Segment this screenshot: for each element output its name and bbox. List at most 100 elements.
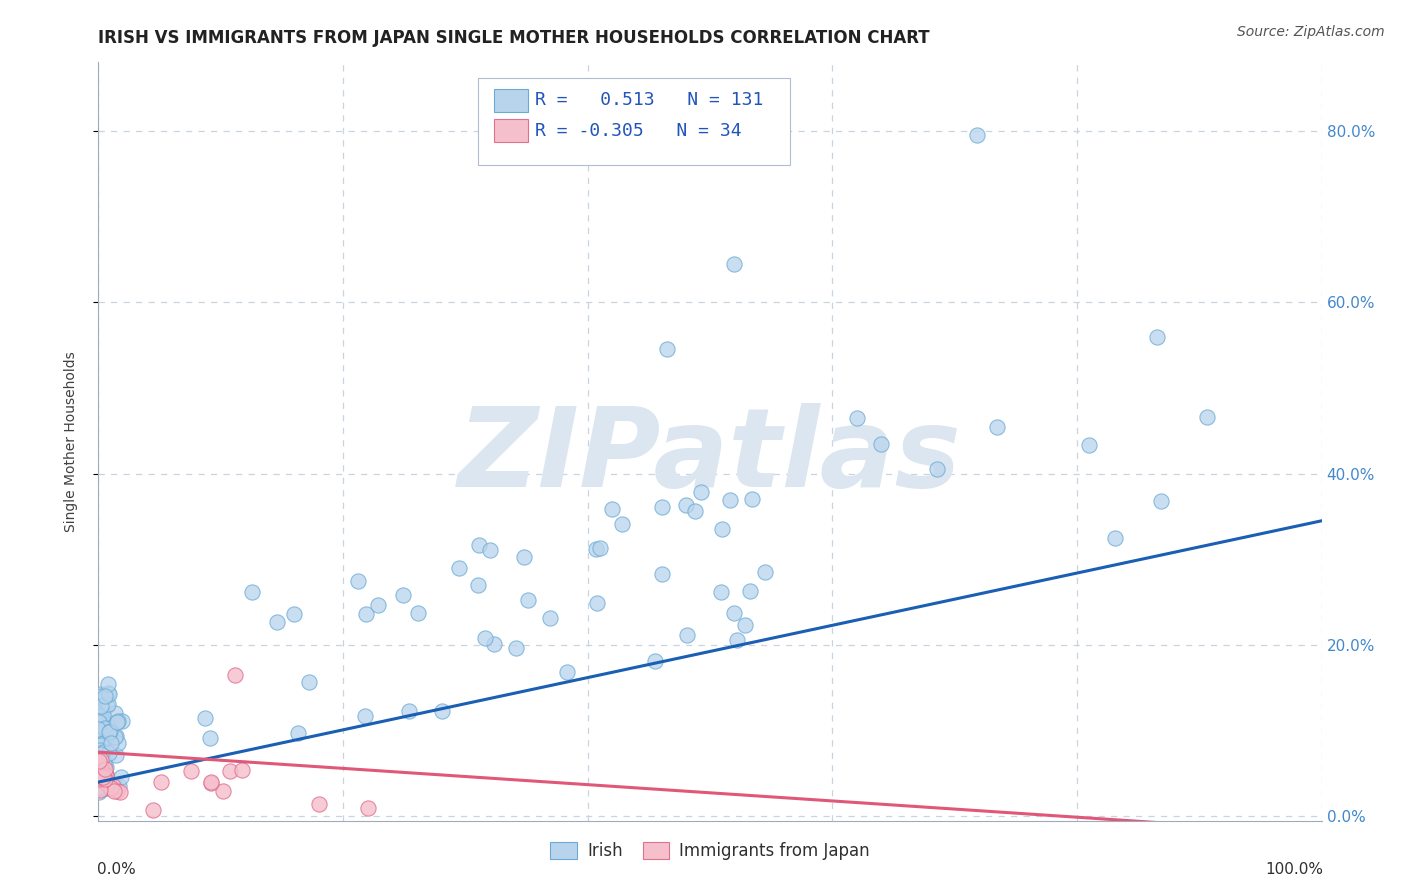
Point xyxy=(89,758,111,772)
Point xyxy=(87,774,110,789)
Point xyxy=(93,777,115,791)
Point xyxy=(87,722,110,736)
Point xyxy=(91,781,114,796)
Point xyxy=(87,751,110,765)
Point xyxy=(93,749,115,764)
Point xyxy=(870,436,893,450)
Point xyxy=(87,760,110,774)
Point xyxy=(94,759,117,773)
Point xyxy=(586,597,609,611)
Point xyxy=(287,726,309,740)
Point xyxy=(266,615,288,630)
Text: 100.0%: 100.0% xyxy=(1265,863,1323,878)
Point xyxy=(354,709,377,723)
Point xyxy=(89,739,111,753)
Point xyxy=(94,721,117,735)
Point xyxy=(1104,531,1126,545)
Point xyxy=(90,747,112,761)
Point xyxy=(513,549,536,564)
Point xyxy=(103,778,125,792)
Point xyxy=(479,542,502,557)
Point xyxy=(98,721,121,735)
Point xyxy=(689,485,711,500)
Point xyxy=(94,772,117,786)
Point xyxy=(1078,438,1101,452)
Point xyxy=(90,764,112,779)
Point xyxy=(94,769,117,783)
Point xyxy=(91,745,114,759)
Point xyxy=(101,780,124,794)
Point xyxy=(89,742,111,756)
Point xyxy=(97,686,120,700)
Point xyxy=(90,713,112,727)
Point xyxy=(432,704,454,718)
Point xyxy=(91,723,114,737)
Point xyxy=(93,730,115,744)
Point xyxy=(142,803,165,817)
Point xyxy=(100,736,122,750)
Point xyxy=(90,745,112,759)
Point xyxy=(740,584,762,599)
Point xyxy=(585,541,607,556)
Point xyxy=(1149,494,1171,508)
Point xyxy=(194,711,217,725)
Point xyxy=(100,781,122,796)
Point xyxy=(612,516,634,531)
Point xyxy=(104,729,127,743)
Point xyxy=(93,714,115,729)
Point xyxy=(93,690,115,704)
Point xyxy=(94,730,117,744)
Point xyxy=(675,498,697,512)
Point xyxy=(100,715,122,730)
Text: ZIPatlas: ZIPatlas xyxy=(458,403,962,510)
Point xyxy=(718,492,741,507)
Point xyxy=(1195,409,1218,424)
FancyBboxPatch shape xyxy=(494,120,527,142)
Point xyxy=(356,801,378,815)
Point xyxy=(94,768,117,782)
Point xyxy=(90,689,112,703)
Point xyxy=(741,492,763,507)
Point xyxy=(845,411,868,425)
Point xyxy=(474,631,496,645)
Point xyxy=(87,714,110,729)
FancyBboxPatch shape xyxy=(494,89,527,112)
Point xyxy=(406,606,429,620)
Point xyxy=(110,770,132,784)
Point xyxy=(224,668,246,682)
Point xyxy=(90,739,112,753)
Point xyxy=(103,783,125,797)
Point xyxy=(89,772,111,786)
Point xyxy=(200,775,222,789)
Point xyxy=(91,770,114,784)
Point xyxy=(91,771,114,785)
Point xyxy=(723,606,745,620)
Point xyxy=(89,764,111,778)
Point xyxy=(297,674,319,689)
Point xyxy=(90,744,112,758)
Point xyxy=(98,781,121,796)
Point xyxy=(98,687,121,701)
Point xyxy=(644,654,666,668)
Point xyxy=(966,128,988,143)
Point xyxy=(87,780,110,795)
Point xyxy=(89,762,111,776)
Point xyxy=(723,257,745,271)
Point xyxy=(150,775,173,789)
Point xyxy=(91,708,114,723)
Point xyxy=(90,707,112,722)
Point xyxy=(93,757,115,772)
Point xyxy=(90,753,112,767)
Point xyxy=(98,746,121,760)
Point xyxy=(87,772,110,786)
Point xyxy=(87,715,110,730)
Point xyxy=(505,641,527,656)
Point xyxy=(538,611,561,625)
Point xyxy=(89,722,111,736)
Point xyxy=(367,598,389,612)
Text: R = -0.305   N = 34: R = -0.305 N = 34 xyxy=(536,121,742,140)
Point xyxy=(103,706,125,721)
Point xyxy=(96,777,118,791)
Point xyxy=(97,697,120,711)
Point xyxy=(180,764,202,778)
